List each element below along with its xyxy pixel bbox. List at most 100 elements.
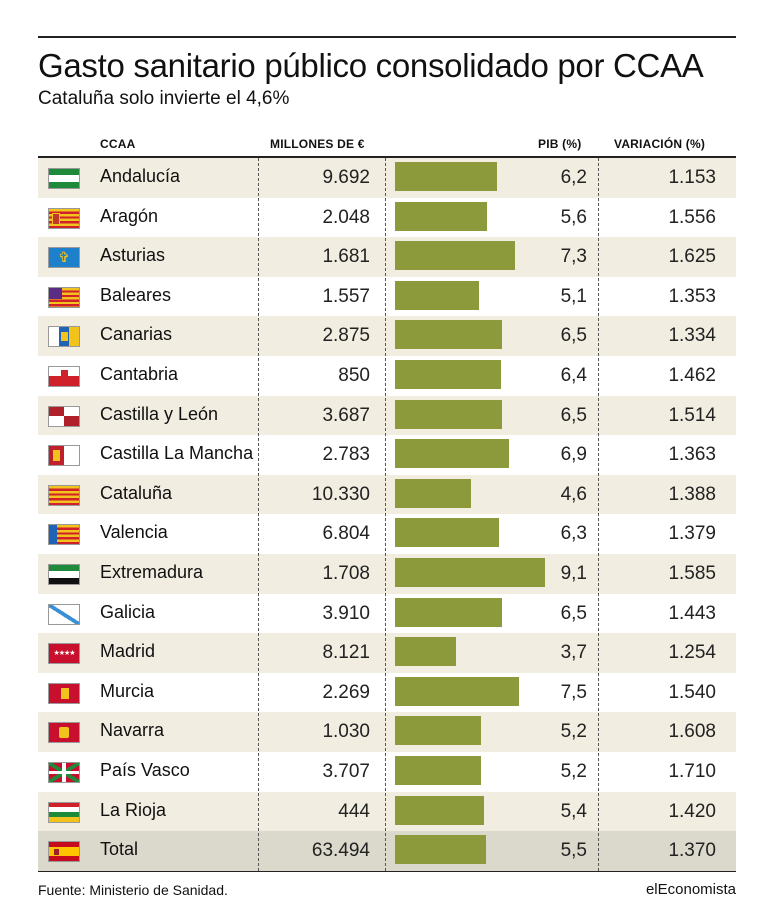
top-rule	[38, 36, 736, 38]
pib-bar	[395, 795, 484, 825]
pib-value: 5,2	[560, 760, 587, 782]
pib-value: 5,1	[560, 285, 587, 307]
ccaa-name: Total	[100, 839, 139, 860]
variacion-value: 1.625	[668, 246, 716, 268]
espana-flag	[48, 841, 80, 863]
extremadura-flag	[48, 563, 80, 585]
pib-bar	[395, 478, 471, 508]
brand-logo: elEconomista	[645, 881, 736, 898]
table-row: Galicia 3.910 6,5 1.443	[38, 594, 736, 634]
variacion-value: 1.443	[668, 602, 716, 624]
table-row: País Vasco 3.707 5,2 1.710	[38, 752, 736, 792]
pib-value: 6,5	[560, 404, 587, 426]
galicia-flag	[48, 603, 80, 625]
castilla-leon-flag	[48, 405, 80, 427]
castilla-la-mancha-flag	[48, 445, 80, 467]
ccaa-name: Valencia	[100, 522, 168, 543]
millones-value: 2.269	[322, 681, 370, 703]
pib-bar	[395, 359, 501, 389]
pib-bar	[395, 597, 503, 627]
canarias-flag	[48, 326, 80, 348]
ccaa-name: País Vasco	[100, 759, 190, 780]
millones-value: 9.692	[322, 167, 370, 188]
ccaa-name: Galicia	[100, 601, 156, 622]
millones-value: 10.330	[311, 483, 370, 505]
aragon-flag	[48, 207, 80, 229]
pib-bar	[395, 162, 498, 191]
table-row: Andalucía 9.692 6,2 1.153	[38, 158, 736, 198]
column-divider	[258, 158, 259, 871]
murcia-flag	[48, 682, 80, 704]
column-divider	[598, 158, 599, 871]
column-divider	[385, 158, 386, 871]
pib-value: 6,5	[560, 602, 587, 624]
ccaa-name: Murcia	[100, 680, 155, 701]
ccaa-name: Asturias	[100, 245, 166, 266]
pais-vasco-flag	[48, 761, 80, 783]
pib-value: 5,2	[560, 721, 587, 743]
ccaa-name: La Rioja	[100, 799, 167, 820]
pib-value: 6,5	[560, 325, 587, 347]
pib-bar	[395, 716, 481, 746]
ccaa-name: Navarra	[100, 720, 165, 741]
pib-bar	[395, 280, 480, 310]
pib-bar	[395, 637, 456, 667]
table-row: Valencia 6.804 6,3 1.379	[38, 514, 736, 554]
ccaa-name: Canarias	[100, 324, 173, 345]
pib-value: 5,5	[560, 840, 587, 862]
ccaa-name: Cantabria	[100, 363, 179, 384]
pib-value: 9,1	[560, 562, 587, 584]
millones-value: 63.494	[311, 840, 370, 862]
pib-bar	[395, 439, 509, 469]
ccaa-name: Castilla y León	[100, 403, 219, 424]
bottom-rule	[38, 871, 736, 872]
millones-value: 1.030	[322, 721, 370, 743]
table-row: Baleares 1.557 5,1 1.353	[38, 277, 736, 317]
table-row: ★★★★ Madrid 8.121 3,7 1.254	[38, 633, 736, 673]
madrid-flag: ★★★★	[48, 643, 80, 665]
millones-value: 1.708	[322, 562, 370, 584]
millones-value: 3.910	[322, 602, 370, 624]
ccaa-name: Madrid	[100, 641, 156, 662]
pib-bar	[395, 201, 488, 231]
table-row: Cataluña 10.330 4,6 1.388	[38, 474, 736, 515]
table-row: Canarias 2.875 6,5 1.334	[38, 316, 736, 356]
millones-value: 8.121	[322, 642, 370, 664]
valencia-flag	[48, 524, 80, 546]
header-pib: PIB (%)	[538, 137, 582, 151]
chart-subtitle: Cataluña solo invierte el 4,6%	[38, 88, 290, 109]
total-row: Total 63.494 5,5 1.370	[38, 831, 736, 871]
variacion-value: 1.540	[668, 681, 716, 703]
variacion-value: 1.462	[668, 364, 716, 386]
pib-value: 7,3	[560, 246, 587, 268]
variacion-value: 1.370	[668, 840, 716, 862]
table-row: Castilla La Mancha 2.783 6,9 1.363	[38, 435, 736, 475]
ccaa-name: Aragón	[100, 205, 159, 226]
variacion-value: 1.379	[668, 523, 716, 545]
variacion-value: 1.353	[668, 285, 716, 307]
table-row: Navarra 1.030 5,2 1.608	[38, 712, 736, 752]
pib-value: 7,5	[560, 681, 587, 703]
baleares-flag	[48, 286, 80, 308]
variacion-value: 1.514	[668, 404, 716, 426]
pib-bar	[395, 755, 481, 785]
millones-value: 3.687	[322, 404, 370, 426]
millones-value: 6.804	[322, 523, 370, 545]
table-row: Murcia 2.269 7,5 1.540	[38, 673, 736, 713]
variacion-value: 1.153	[668, 167, 716, 188]
millones-value: 1.557	[322, 285, 370, 307]
pib-value: 3,7	[560, 642, 587, 664]
pib-bar	[395, 320, 503, 350]
variacion-value: 1.556	[668, 206, 716, 228]
millones-value: 850	[338, 364, 370, 386]
variacion-value: 1.334	[668, 325, 716, 347]
millones-value: 2.783	[322, 444, 370, 466]
header-variacion: VARIACIÓN (%)	[614, 137, 706, 151]
pib-bar	[395, 241, 516, 271]
ccaa-name: Extremadura	[100, 561, 204, 582]
millones-value: 2.875	[322, 325, 370, 347]
table-row: Castilla y León 3.687 6,5 1.514	[38, 395, 736, 436]
millones-value: 444	[338, 800, 370, 822]
pib-value: 6,9	[560, 444, 587, 466]
pib-value: 5,6	[560, 206, 587, 228]
